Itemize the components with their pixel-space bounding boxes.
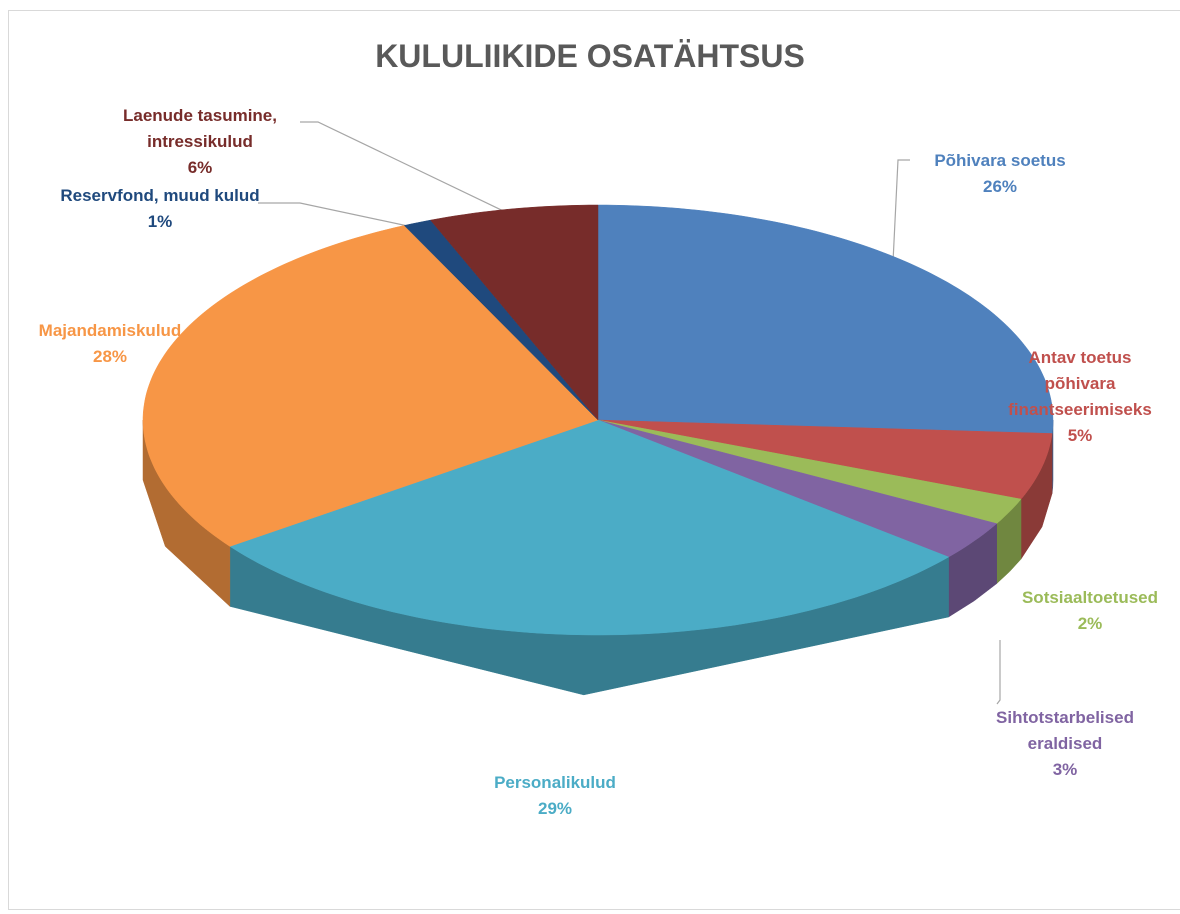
chart-title: KULULIIKIDE OSATÄHTSUS <box>375 38 805 74</box>
chart-frame <box>8 10 1180 910</box>
pie-slice <box>142 225 599 547</box>
data-label: Laenude tasumine, intressikulud 6% <box>90 103 310 181</box>
label-name: Personalikulud <box>494 773 616 792</box>
label-value: 5% <box>1067 426 1093 445</box>
label-value: 26% <box>982 177 1018 196</box>
label-value: 1% <box>147 212 173 231</box>
label-value: 28% <box>92 347 128 366</box>
data-label: Reservfond, muud kulud 1% <box>60 183 260 235</box>
label-name: Antav toetus põhivara finantseerimiseks <box>1008 348 1152 419</box>
pie-slice <box>597 419 1022 524</box>
data-label: Põhivara soetus 26% <box>900 148 1100 200</box>
leader-line <box>892 159 910 263</box>
data-label: Majandamiskulud 28% <box>10 318 210 370</box>
pie-slice <box>229 419 950 636</box>
leader-line <box>300 121 519 219</box>
label-value: 6% <box>187 158 213 177</box>
leader-line <box>996 640 1001 705</box>
leader-line <box>258 202 437 233</box>
leader-lines <box>258 121 1001 705</box>
pie-slice <box>597 204 1054 434</box>
label-name: Sotsiaaltoetused <box>1021 588 1159 607</box>
data-label: Sotsiaaltoetused 2% <box>1000 585 1180 637</box>
label-value: 3% <box>1052 760 1078 779</box>
label-value: 29% <box>537 799 573 818</box>
label-name: Põhivara soetus <box>934 151 1066 170</box>
data-label: Personalikulud 29% <box>455 770 655 822</box>
label-value: 2% <box>1077 614 1103 633</box>
label-name: Reservfond, muud kulud <box>60 186 260 205</box>
pie-slice <box>597 419 1053 500</box>
data-label: Antav toetus põhivara finantseerimiseks 5… <box>1005 345 1155 449</box>
pie-slice <box>597 419 998 558</box>
label-name: Majandamiskulud <box>38 321 182 340</box>
label-name: Sihtotstarbelised eraldised <box>996 708 1134 753</box>
pie-slice <box>430 204 599 421</box>
data-label: Sihtotstarbelised eraldised 3% <box>975 705 1155 783</box>
label-name: Laenude tasumine, intressikulud <box>123 106 277 151</box>
